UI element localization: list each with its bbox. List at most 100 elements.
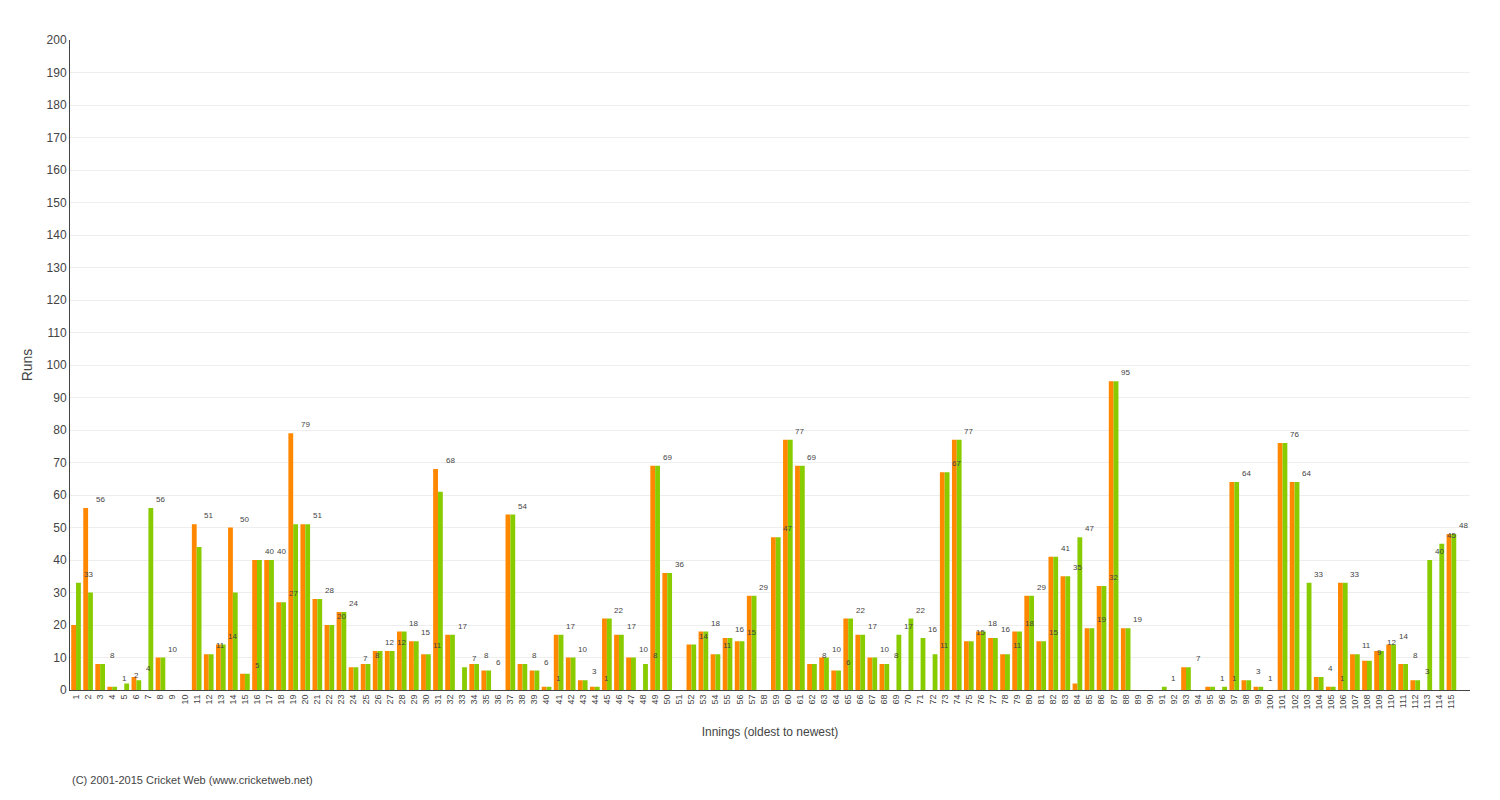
svg-text:33: 33 (84, 570, 93, 579)
svg-text:104: 104 (1314, 695, 1324, 710)
svg-text:28: 28 (397, 695, 407, 705)
svg-text:20: 20 (337, 612, 346, 621)
svg-text:2: 2 (83, 695, 93, 700)
svg-text:54: 54 (710, 695, 720, 705)
svg-text:32: 32 (1109, 573, 1118, 582)
svg-text:114: 114 (1434, 695, 1444, 709)
svg-text:44: 44 (590, 695, 600, 705)
svg-text:110: 110 (1386, 695, 1396, 709)
svg-text:52: 52 (686, 695, 696, 705)
svg-text:1: 1 (1340, 674, 1345, 683)
svg-text:81: 81 (1036, 695, 1046, 705)
svg-text:1: 1 (71, 695, 81, 700)
svg-text:71: 71 (916, 695, 926, 705)
svg-text:110: 110 (47, 326, 66, 340)
svg-text:95: 95 (1205, 695, 1215, 705)
svg-text:80: 80 (53, 423, 67, 437)
svg-text:108: 108 (1362, 695, 1372, 710)
svg-text:29: 29 (1037, 583, 1046, 592)
svg-text:14: 14 (1399, 632, 1408, 641)
svg-text:48: 48 (1459, 521, 1468, 530)
svg-text:9: 9 (1377, 648, 1382, 657)
svg-text:1: 1 (604, 674, 609, 683)
svg-text:8: 8 (894, 651, 899, 660)
svg-text:5: 5 (119, 695, 129, 700)
svg-text:3: 3 (1256, 667, 1261, 676)
svg-text:99: 99 (1253, 695, 1263, 705)
svg-text:60: 60 (53, 488, 67, 502)
svg-text:48: 48 (638, 695, 648, 705)
svg-text:54: 54 (518, 502, 527, 511)
svg-text:3: 3 (1425, 667, 1430, 676)
svg-text:56: 56 (735, 695, 745, 705)
svg-text:50: 50 (53, 521, 67, 535)
svg-text:87: 87 (1109, 695, 1119, 705)
svg-text:22: 22 (614, 606, 623, 615)
svg-text:11: 11 (723, 641, 732, 650)
svg-text:40: 40 (53, 553, 67, 567)
svg-text:49: 49 (650, 695, 660, 705)
svg-text:74: 74 (952, 695, 962, 705)
svg-text:41: 41 (554, 695, 564, 705)
svg-text:45: 45 (602, 695, 612, 705)
svg-text:22: 22 (324, 695, 334, 705)
svg-text:35: 35 (481, 695, 491, 705)
svg-text:25: 25 (361, 695, 371, 705)
svg-text:38: 38 (517, 695, 527, 705)
svg-text:66: 66 (855, 695, 865, 705)
svg-text:113: 113 (1422, 695, 1432, 709)
svg-text:10: 10 (880, 645, 889, 654)
svg-text:69: 69 (663, 453, 672, 462)
svg-text:16: 16 (1001, 625, 1010, 634)
svg-text:40: 40 (265, 547, 274, 556)
svg-text:51: 51 (674, 695, 684, 705)
svg-text:15: 15 (747, 628, 756, 637)
svg-text:106: 106 (1338, 695, 1348, 710)
svg-text:11: 11 (1362, 641, 1371, 650)
svg-text:20: 20 (53, 618, 67, 632)
svg-text:75: 75 (964, 695, 974, 705)
svg-text:102: 102 (1290, 695, 1300, 710)
svg-text:60: 60 (783, 695, 793, 705)
svg-text:21: 21 (312, 695, 322, 705)
svg-text:85: 85 (1084, 695, 1094, 705)
svg-text:9: 9 (167, 695, 177, 700)
svg-text:36: 36 (493, 695, 503, 705)
svg-text:18: 18 (276, 695, 286, 705)
svg-text:1: 1 (1171, 674, 1176, 683)
svg-text:1: 1 (1220, 674, 1225, 683)
svg-text:11: 11 (216, 641, 225, 650)
svg-text:63: 63 (819, 695, 829, 705)
svg-text:8: 8 (822, 651, 827, 660)
svg-text:7: 7 (143, 695, 153, 700)
svg-text:16: 16 (252, 695, 262, 705)
svg-text:170: 170 (47, 131, 67, 145)
svg-text:23: 23 (336, 695, 346, 705)
svg-text:7: 7 (472, 654, 477, 663)
svg-text:47: 47 (1085, 524, 1094, 533)
svg-text:10: 10 (168, 645, 177, 654)
svg-text:6: 6 (131, 695, 141, 700)
svg-text:77: 77 (988, 695, 998, 705)
svg-text:0: 0 (60, 683, 67, 697)
svg-text:15: 15 (240, 695, 250, 705)
svg-text:15: 15 (421, 628, 430, 637)
svg-text:50: 50 (662, 695, 672, 705)
svg-text:82: 82 (1048, 695, 1058, 705)
svg-text:83: 83 (1060, 695, 1070, 705)
svg-text:30: 30 (421, 695, 431, 705)
svg-text:77: 77 (964, 427, 973, 436)
svg-text:1: 1 (122, 674, 127, 683)
svg-text:96: 96 (1217, 695, 1227, 705)
svg-text:6: 6 (496, 658, 501, 667)
svg-text:98: 98 (1241, 695, 1251, 705)
svg-text:8: 8 (532, 651, 537, 660)
svg-text:57: 57 (747, 695, 757, 705)
svg-text:18: 18 (988, 619, 997, 628)
svg-text:4: 4 (146, 664, 151, 673)
svg-text:(C) 2001-2015 Cricket Web (www: (C) 2001-2015 Cricket Web (www.cricketwe… (72, 774, 313, 786)
svg-text:70: 70 (53, 456, 67, 470)
svg-text:8: 8 (155, 695, 165, 700)
svg-text:41: 41 (1061, 544, 1070, 553)
svg-text:31: 31 (433, 695, 443, 705)
